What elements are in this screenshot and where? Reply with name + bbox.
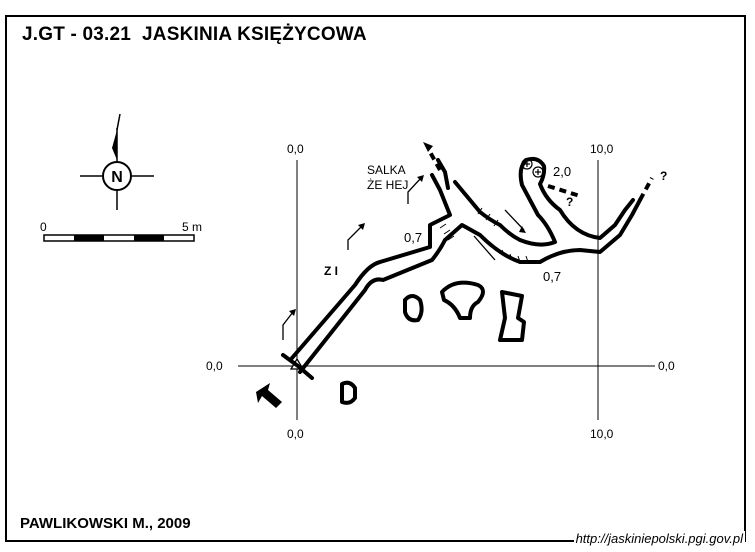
dome-marks [521, 158, 544, 178]
rock-formations [340, 280, 526, 405]
map-frame [5, 15, 746, 542]
profile-label-zi: Z I [324, 264, 338, 278]
cave-outline [281, 156, 642, 380]
chamber-label-line2: ŻE HEJ [367, 178, 408, 192]
unknown-label-2: ? [660, 169, 667, 183]
height-label-c: 2,0 [553, 164, 571, 179]
passage-continuation [428, 151, 654, 201]
height-label-b: 0,7 [543, 269, 561, 284]
profile-markers [282, 177, 525, 340]
hatching [439, 207, 529, 263]
grid-label-bottom-right: 10,0 [590, 427, 614, 441]
entrance-arrow-icon [256, 383, 282, 408]
scale-end-label: 5 m [182, 220, 202, 234]
grid-label-left: 0,0 [206, 359, 223, 373]
page-title: J.GT - 03.21 JASKINIA KSIĘŻYCOWA [22, 24, 367, 45]
author-credit: PAWLIKOWSKI M., 2009 [20, 515, 191, 532]
grid-lines [238, 160, 655, 420]
unknown-label-1: ? [566, 195, 573, 209]
scale-start-label: 0 [40, 220, 47, 234]
height-label-a: 0,7 [404, 230, 422, 245]
source-url: http://jaskiniepolski.pgi.gov.pl [573, 531, 745, 546]
chamber-label-line1: SALKA [367, 163, 406, 177]
grid-label-top-left: 0,0 [287, 142, 304, 156]
grid-label-bottom-left: 0,0 [287, 427, 304, 441]
arrow-nw-icon [423, 142, 433, 152]
grid-label-top-right: 10,0 [590, 142, 614, 156]
compass-icon: N [80, 113, 154, 210]
grid-label-right: 0,0 [658, 359, 675, 373]
scale-bar: 0 5 m [40, 220, 202, 242]
compass-north-label: N [111, 169, 123, 186]
